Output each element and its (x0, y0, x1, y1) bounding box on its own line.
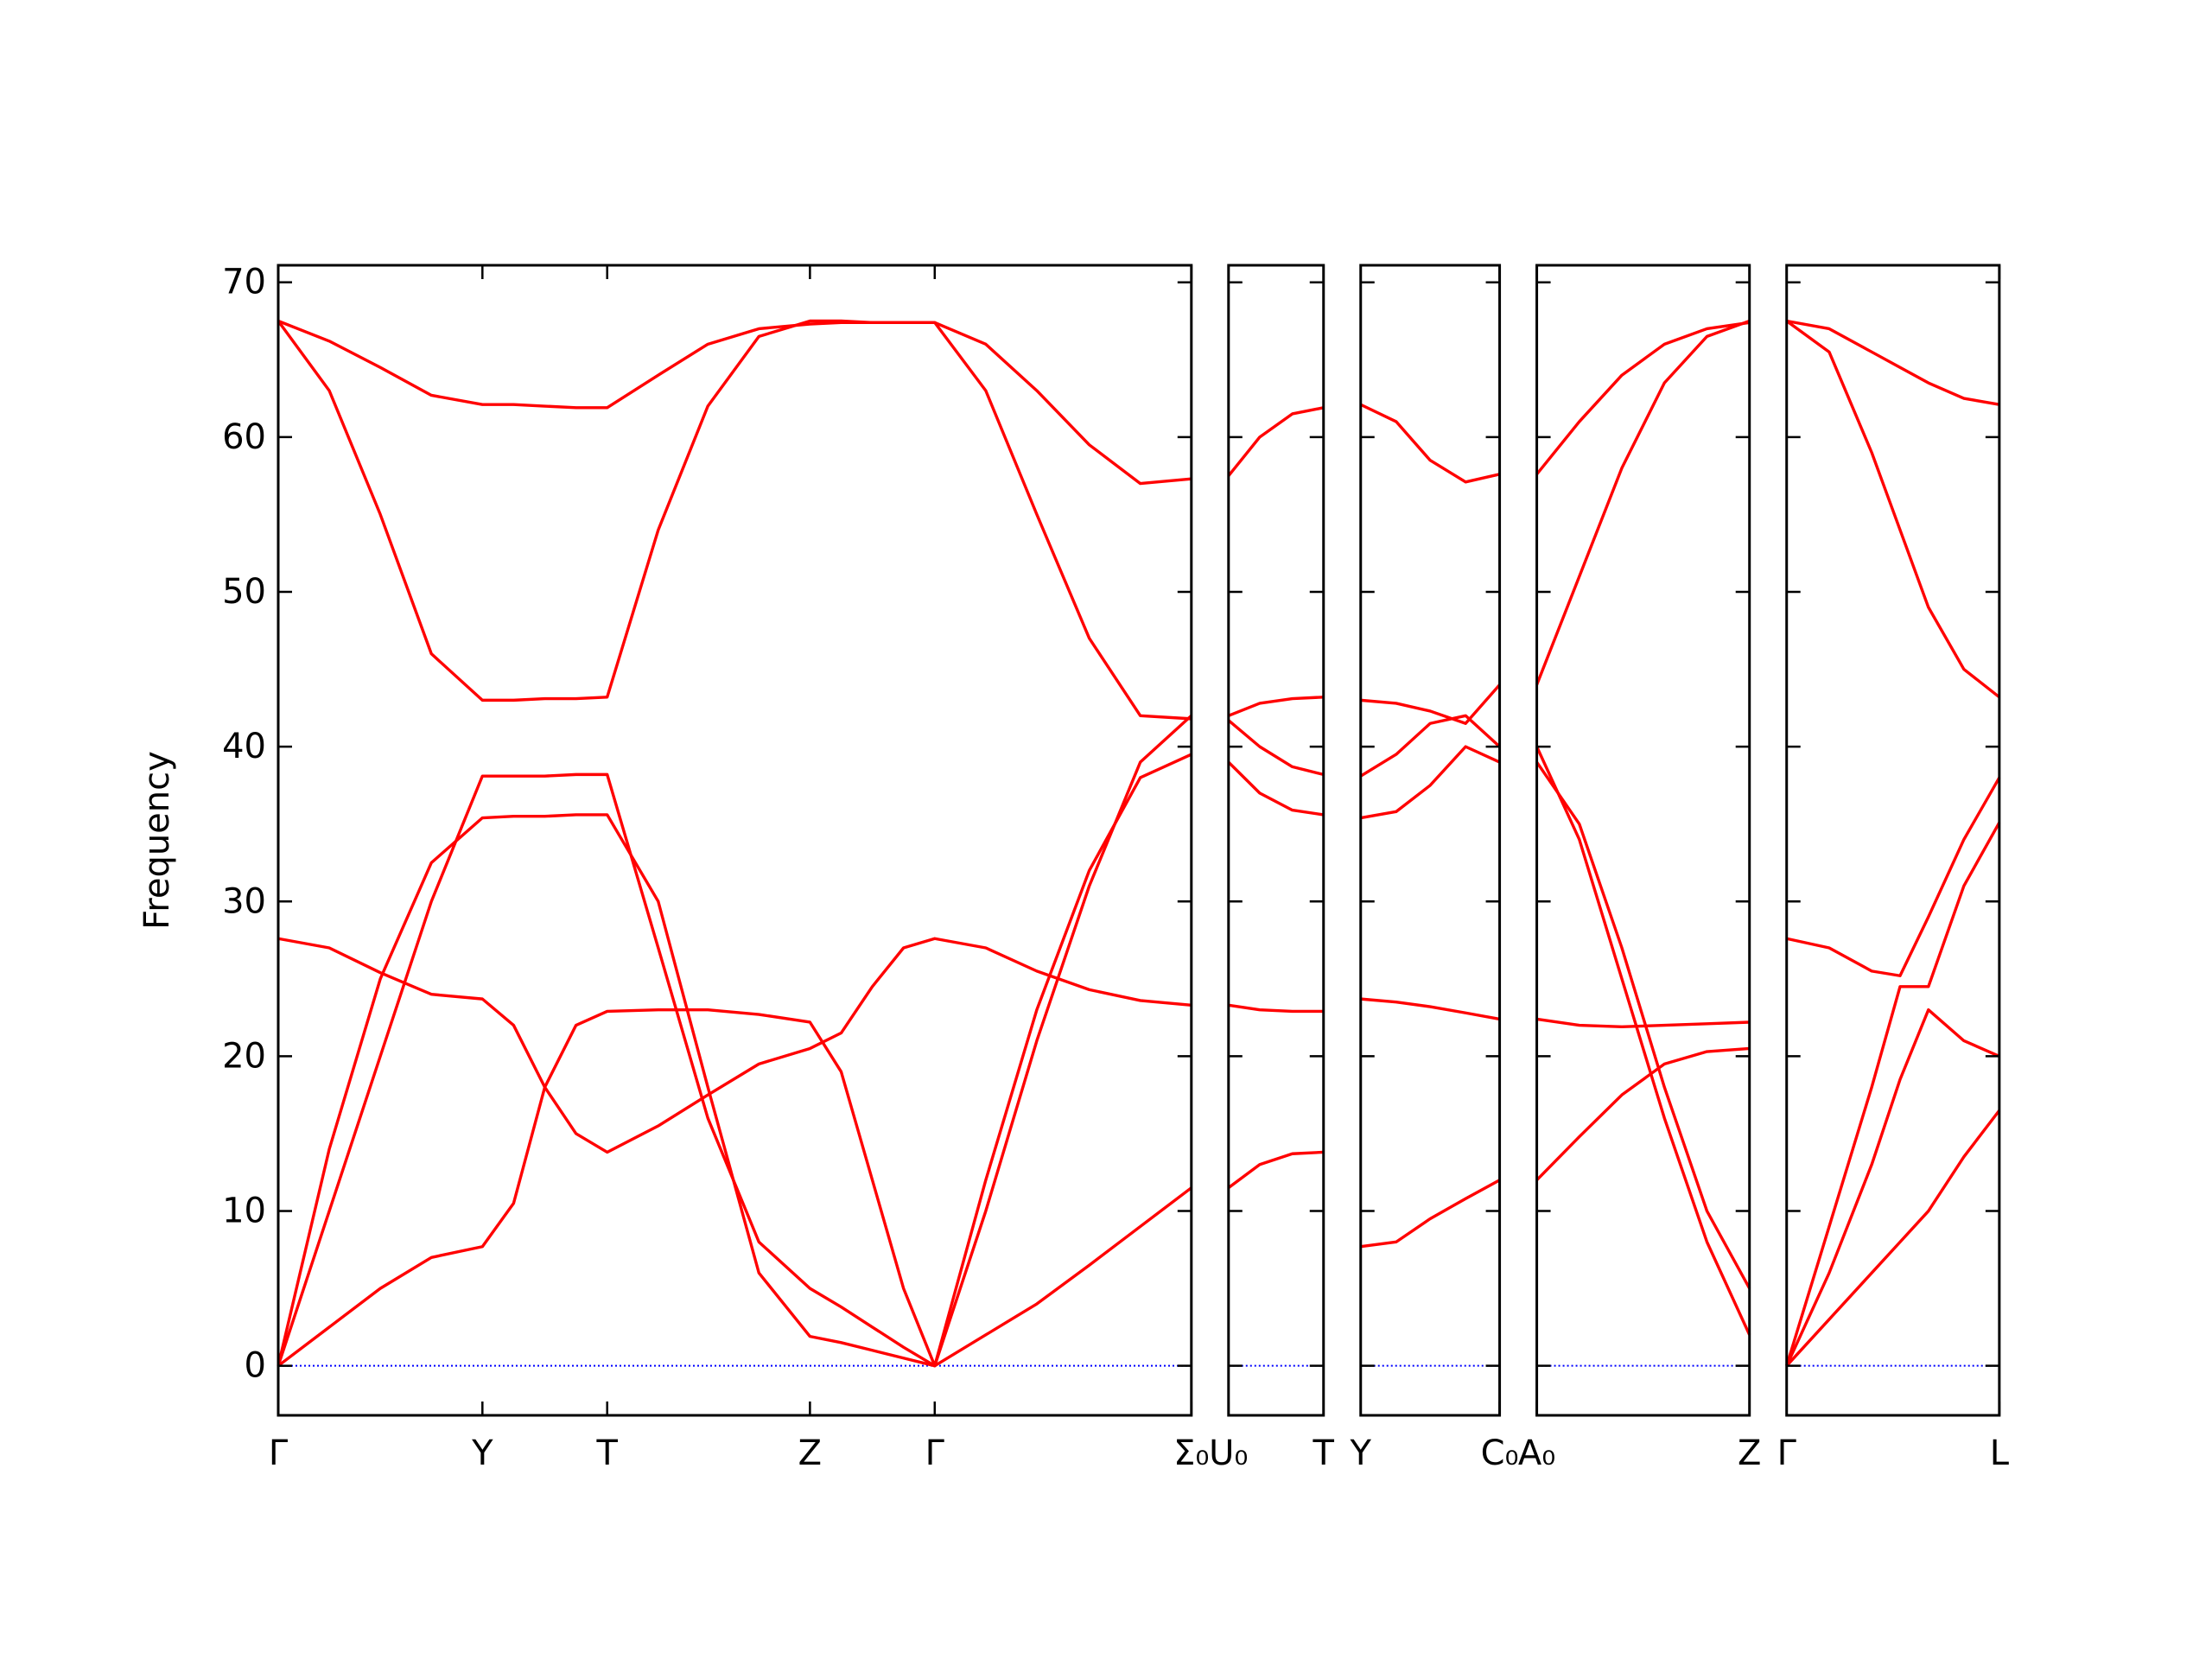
y-tick-label: 0 (245, 1346, 266, 1386)
y-tick-label: 60 (222, 417, 266, 457)
band-line (1360, 745, 1501, 820)
band-line (1360, 997, 1500, 1021)
band-line (277, 319, 1192, 486)
band-line (1786, 319, 2000, 406)
x-tick-label: C₀ (1481, 1433, 1519, 1473)
band-line (276, 1007, 1192, 1368)
x-tick-label: Γ (1777, 1433, 1797, 1473)
band-line (1359, 714, 1501, 778)
panel-frame (1227, 264, 1325, 1417)
x-tick-label: A₀ (1518, 1433, 1555, 1473)
panel-frame (1359, 264, 1502, 1417)
y-tick-label: 40 (222, 727, 266, 766)
band-line (1535, 746, 1751, 1336)
band-line (1785, 1007, 2000, 1367)
y-tick-label: 30 (222, 881, 266, 921)
band-line (1535, 319, 1751, 686)
band-line (1360, 403, 1500, 484)
y-tick-label: 20 (222, 1036, 266, 1076)
band-line (276, 319, 1192, 721)
band-line (1785, 320, 2000, 699)
x-tick-label: Γ (925, 1433, 945, 1473)
x-tick-label: Σ₀ (1173, 1433, 1209, 1473)
panel-frame (1785, 264, 2001, 1417)
x-tick-label: Γ (269, 1433, 289, 1473)
x-tick-label: Z (798, 1433, 822, 1473)
band-line (1228, 1003, 1324, 1014)
x-tick-label: Y (471, 1433, 493, 1473)
band-line (1227, 1150, 1324, 1190)
band-line (1227, 406, 1325, 477)
x-tick-label: T (1313, 1433, 1335, 1473)
band-line (277, 937, 1192, 1154)
band-line (1227, 760, 1325, 817)
x-tick-label: L (1990, 1433, 2010, 1473)
y-axis-label: Frequency (137, 751, 177, 930)
panel-frame (1535, 264, 1751, 1417)
x-tick-label: Y (1350, 1433, 1372, 1473)
x-tick-label: U₀ (1209, 1433, 1248, 1473)
band-line (1535, 321, 1750, 475)
band-line (1786, 777, 2001, 977)
band-line (1228, 696, 1324, 717)
y-tick-label: 50 (222, 572, 266, 612)
band-line (1536, 1017, 1750, 1029)
band-line (1535, 1046, 1750, 1181)
band-line (1360, 683, 1501, 725)
band-line (1785, 1109, 2001, 1367)
band-line (276, 715, 1192, 1368)
band-line (1360, 1179, 1501, 1249)
band-line (1785, 822, 2001, 1367)
band-line (1535, 761, 1751, 1289)
panel-frame (276, 264, 1193, 1417)
x-tick-label: T (595, 1433, 618, 1473)
x-tick-label: Z (1738, 1433, 1761, 1473)
band-line (276, 753, 1192, 1368)
y-tick-label: 10 (222, 1192, 266, 1231)
band-line (1227, 719, 1325, 777)
y-tick-label: 70 (222, 263, 266, 302)
